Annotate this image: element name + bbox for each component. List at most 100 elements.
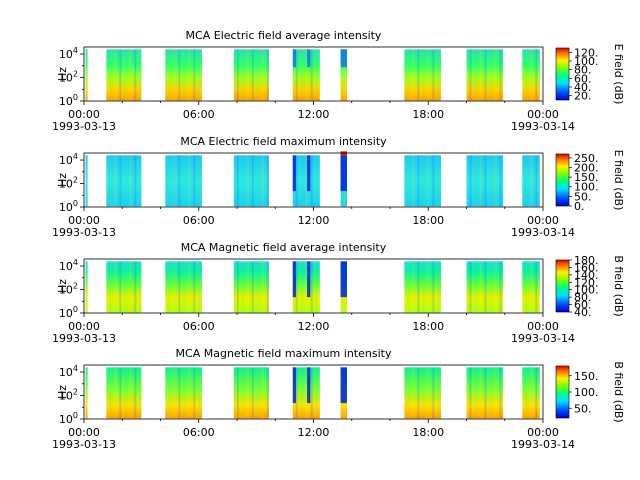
- data-segment: [165, 261, 202, 313]
- spectrogram-column: [417, 155, 420, 207]
- data-segment: [404, 155, 441, 207]
- y-tick-label: 102: [59, 388, 78, 403]
- spectrogram-column: [198, 155, 201, 207]
- colorbar: 40.60.80.100.120.140.160.180. B field (dB…: [555, 254, 625, 319]
- spectrogram-column: [241, 155, 244, 207]
- spectrogram-column: [178, 49, 181, 101]
- spectrogram-column: [119, 155, 122, 207]
- spectrogram-column: [417, 367, 420, 419]
- spectrogram-column: [246, 261, 249, 313]
- low-intensity-patch: [307, 367, 311, 404]
- spectrogram-column: [489, 261, 492, 313]
- colorbar-scale: [555, 153, 570, 207]
- spectrogram-column: [310, 155, 313, 207]
- spectrogram-column: [134, 367, 137, 419]
- colorbar-tick-label: 60.: [574, 299, 592, 312]
- spectrogram: [85, 261, 540, 313]
- spectrogram-column: [407, 261, 410, 313]
- spectrogram-column: [310, 261, 313, 313]
- colorbar-tick-label: 160.: [574, 261, 599, 274]
- spectrogram-column: [168, 261, 171, 313]
- colorbar-label: E field (dB): [612, 150, 625, 211]
- panel-4: MCA Magnetic field maximum intensityHz10…: [52, 347, 625, 451]
- y-tick-label: 104: [59, 258, 78, 273]
- low-intensity-patch: [307, 261, 311, 298]
- spectrogram-column: [246, 155, 249, 207]
- colorbar-tick-label: 100.: [574, 181, 599, 194]
- x-date-label: 1993-03-13: [52, 438, 116, 451]
- low-intensity-patch: [292, 261, 296, 298]
- spectrogram-column: [499, 49, 502, 101]
- x-tick-label: 12:00: [298, 426, 330, 439]
- spectrogram-column: [474, 367, 477, 419]
- x-tick-label: 18:00: [412, 320, 444, 333]
- spectrogram-column: [183, 261, 186, 313]
- spectrogram-column: [305, 367, 308, 419]
- spectrogram-column: [499, 367, 502, 419]
- colorbar-tick-label: 80.: [574, 64, 592, 77]
- x-tick-label: 00:00: [527, 320, 559, 333]
- spectrogram-column: [129, 261, 132, 313]
- spectrogram-column: [173, 261, 176, 313]
- spectrogram-column: [427, 49, 430, 101]
- colorbar-tick-label: 50.: [574, 402, 592, 415]
- data-segment: [106, 367, 142, 419]
- colorbar-label: E field (dB): [612, 44, 625, 105]
- spectrogram-column: [109, 261, 112, 313]
- x-date-label: 1993-03-13: [52, 332, 116, 345]
- spectrogram: [85, 151, 540, 207]
- spectrogram-column: [168, 367, 171, 419]
- data-segment: [85, 261, 88, 313]
- low-intensity-patch: [307, 49, 311, 68]
- spectrogram-column: [124, 49, 127, 101]
- colorbar: 50. 100. 150. B field (dB): [555, 361, 625, 423]
- spectrogram-column: [525, 49, 528, 101]
- x-tick-label: 12:00: [298, 320, 330, 333]
- y-axis-label: Hz: [56, 173, 69, 187]
- spectrogram-column: [530, 367, 533, 419]
- data-segment: [165, 49, 202, 101]
- spectrogram-column: [198, 261, 201, 313]
- colorbar-scale: [555, 365, 570, 419]
- panel-3: MCA Magnetic field average intensityHz10…: [52, 241, 625, 345]
- spectrogram-column: [469, 367, 472, 419]
- spectrogram-column: [173, 155, 176, 207]
- spectrogram-column: [246, 49, 249, 101]
- colorbar-tick-label: 120.: [574, 46, 599, 59]
- spectrogram-column: [236, 261, 239, 313]
- spectrogram-column: [188, 49, 191, 101]
- colorbar-tick-label: 50.: [574, 190, 592, 203]
- data-segment: [522, 49, 540, 101]
- spectrogram-column: [139, 261, 142, 313]
- spectrogram-column: [114, 155, 117, 207]
- x-tick-label: 06:00: [183, 108, 215, 121]
- spectrogram-column: [489, 49, 492, 101]
- spectrogram-column: [489, 367, 492, 419]
- colorbar-tick-label: 60.: [574, 72, 592, 85]
- data-segment: [522, 155, 540, 207]
- spectrogram-column: [305, 49, 308, 101]
- y-axis-label: Hz: [56, 67, 69, 81]
- spectrogram-column: [193, 261, 196, 313]
- spectrogram-column: [241, 49, 244, 101]
- spectrogram-column: [494, 367, 497, 419]
- spectrogram-column: [484, 367, 487, 419]
- data-segment: [85, 367, 88, 419]
- spectrogram-column: [525, 155, 528, 207]
- spectrogram-column: [499, 261, 502, 313]
- spectrogram-column: [266, 261, 269, 313]
- spectrogram-column: [412, 261, 415, 313]
- spectrogram-column: [407, 49, 410, 101]
- data-segment: [404, 261, 441, 313]
- spectrogram-column: [535, 49, 538, 101]
- y-axis-label: Hz: [56, 279, 69, 293]
- spectrogram-column: [422, 155, 425, 207]
- spectrogram-column: [241, 367, 244, 419]
- y-tick-label: 100: [59, 305, 78, 320]
- spectrogram-column: [188, 155, 191, 207]
- spectrogram-column: [124, 261, 127, 313]
- spectrogram-column: [300, 261, 303, 313]
- spectrogram-column: [261, 49, 264, 101]
- data-segment: [522, 367, 540, 419]
- spectrogram-column: [305, 261, 308, 313]
